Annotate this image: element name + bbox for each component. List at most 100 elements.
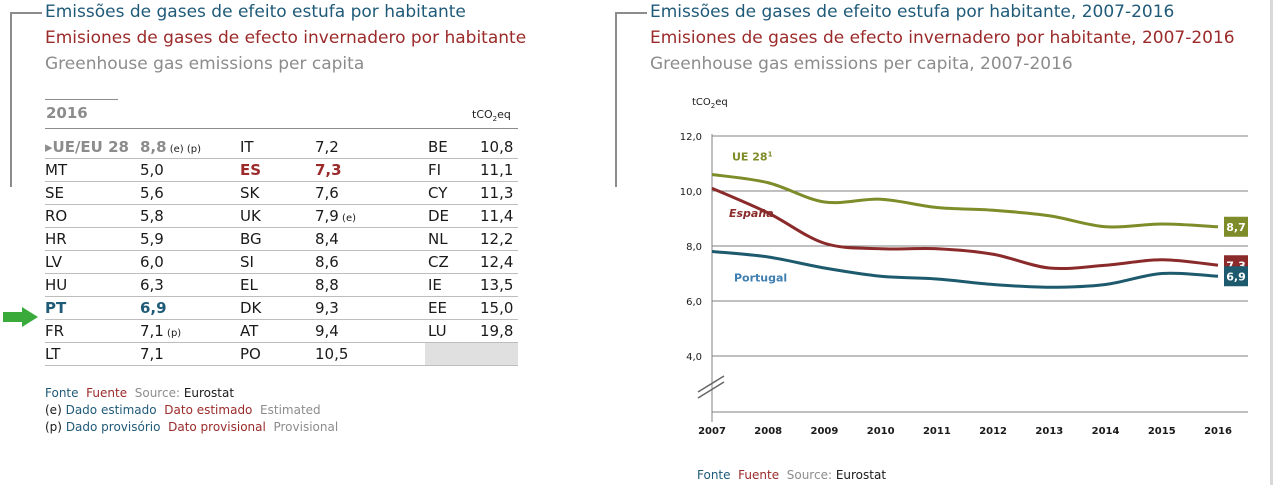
left-title-pt: Emissões de gases de efeito estufa por h…	[45, 2, 466, 22]
country-code: IE	[425, 273, 480, 297]
emissions-line-chart: tCO2eq 4,0 6,0 8,0 10,0 12,0 2007 2008 2009 2010 2…	[680, 97, 1248, 437]
table-year: 2016	[46, 104, 88, 122]
table-row: LV 6,0 SI 8,6 CZ 12,4	[45, 250, 518, 274]
y-tick-label: 6,0	[686, 297, 702, 308]
country-code: AT	[240, 319, 315, 343]
right-source: Fonte Fuente Source: Eurostat	[697, 468, 887, 482]
country-code: LT	[45, 342, 140, 366]
country-value: 11,1	[480, 158, 518, 182]
country-code: LU	[425, 319, 480, 343]
country-code: IT	[240, 136, 315, 159]
x-tick-label: 2015	[1148, 426, 1176, 437]
right-title-en: Greenhouse gas emissions per capita, 200…	[650, 54, 1073, 74]
country-value: 5,6	[140, 181, 240, 205]
country-value: 8,4	[315, 227, 425, 251]
x-tick-label: 2009	[811, 426, 839, 437]
country-code: NL	[425, 227, 480, 251]
year-rule	[45, 99, 118, 100]
end-value-box	[1224, 266, 1248, 287]
left-title-bracket	[10, 12, 42, 187]
series-line-1	[711, 186, 1219, 271]
y-tick-label: 10,0	[680, 187, 702, 198]
x-tick-label: 2008	[754, 426, 782, 437]
country-value: 15,0	[480, 296, 518, 320]
emissions-table: ▸UE/EU 28 8,8 (e) (p) IT 7,2 BE 10,8 MT …	[45, 136, 518, 366]
country-value: 7,9 (e)	[315, 204, 425, 228]
country-code: BE	[425, 136, 480, 159]
country-value: 10,8	[480, 136, 518, 159]
table-row: LT 7,1 PO 10,5	[45, 342, 518, 366]
country-value: 5,8	[140, 204, 240, 228]
country-value-pt: 6,9	[140, 296, 240, 320]
axis-break-mark	[697, 375, 725, 393]
country-value: 6,0	[140, 250, 240, 274]
country-code: FR	[45, 319, 140, 343]
series-label-es: España	[729, 207, 774, 220]
series-label-eu: UE 281	[732, 151, 773, 164]
country-code: SI	[240, 250, 315, 274]
axis-break-mark	[697, 381, 725, 399]
country-value: 7,1	[140, 342, 240, 366]
y-tick-label: 12,0	[680, 132, 702, 143]
country-value: 12,4	[480, 250, 518, 274]
country-value: 9,4	[315, 319, 425, 343]
country-value: 8,8	[315, 273, 425, 297]
series-line-0	[711, 173, 1219, 229]
table-header-rule	[45, 128, 518, 129]
table-row: HU 6,3 EL 8,8 IE 13,5	[45, 273, 518, 297]
left-note-provisional: (p) Dado provisório Dato provisional Pro…	[45, 420, 339, 434]
country-code: ▸UE/EU 28	[45, 136, 140, 159]
country-value: 9,3	[315, 296, 425, 320]
table-unit: tCO2eq	[472, 108, 511, 124]
portugal-arrow-icon	[3, 307, 38, 327]
x-tick-label: 2010	[867, 426, 895, 437]
end-value-label: 8,7	[1226, 221, 1246, 234]
left-title-es: Emisiones de gases de efecto invernadero…	[45, 28, 527, 48]
y-tick-label: 8,0	[686, 242, 702, 253]
table-row: ▸UE/EU 28 8,8 (e) (p) IT 7,2 BE 10,8	[45, 136, 518, 159]
country-code: BG	[240, 227, 315, 251]
table-row: FR 7,1 (p) AT 9,4 LU 19,8	[45, 319, 518, 343]
country-value: 7,1 (p)	[140, 319, 240, 343]
series-label-pt: Portugal	[734, 272, 787, 285]
country-code: SK	[240, 181, 315, 205]
country-value: 6,3	[140, 273, 240, 297]
x-tick-label: 2012	[979, 426, 1007, 437]
country-code: HR	[45, 227, 140, 251]
country-value: 7,6	[315, 181, 425, 205]
country-code-pt: PT	[45, 296, 140, 320]
country-code: HU	[45, 273, 140, 297]
country-code: MT	[45, 158, 140, 182]
page-edge-divider	[1270, 0, 1273, 485]
x-tick-label: 2013	[1035, 426, 1063, 437]
left-note-estimated: (e) Dado estimado Dato estimado Estimate…	[45, 403, 321, 417]
empty-cell	[425, 342, 518, 366]
country-value: 5,0	[140, 158, 240, 182]
country-code: CZ	[425, 250, 480, 274]
country-value: 8,8 (e) (p)	[140, 136, 240, 159]
country-code: CY	[425, 181, 480, 205]
country-code: EL	[240, 273, 315, 297]
country-value: 13,5	[480, 273, 518, 297]
table-row: RO 5,8 UK 7,9 (e) DE 11,4	[45, 204, 518, 228]
country-code: LV	[45, 250, 140, 274]
country-value-es: 7,3	[315, 158, 425, 182]
right-title-pt: Emissões de gases de efeito estufa por h…	[650, 2, 1175, 22]
country-value: 8,6	[315, 250, 425, 274]
x-tick-label: 2011	[923, 426, 951, 437]
country-value: 19,8	[480, 319, 518, 343]
country-value: 12,2	[480, 227, 518, 251]
country-code: DE	[425, 204, 480, 228]
table-row: PT 6,9 DK 9,3 EE 15,0	[45, 296, 518, 320]
country-value: 7,2	[315, 136, 425, 159]
x-tick-label: 2014	[1092, 426, 1120, 437]
country-value: 5,9	[140, 227, 240, 251]
right-title-bracket	[615, 12, 647, 187]
y-axis-unit-label: tCO2eq	[692, 97, 728, 110]
right-title-es: Emisiones de gases de efecto invernadero…	[650, 28, 1235, 48]
country-code: PO	[240, 342, 315, 366]
country-code: UK	[240, 204, 315, 228]
country-code: SE	[45, 181, 140, 205]
x-tick-label: 2016	[1204, 426, 1232, 437]
country-code: RO	[45, 204, 140, 228]
